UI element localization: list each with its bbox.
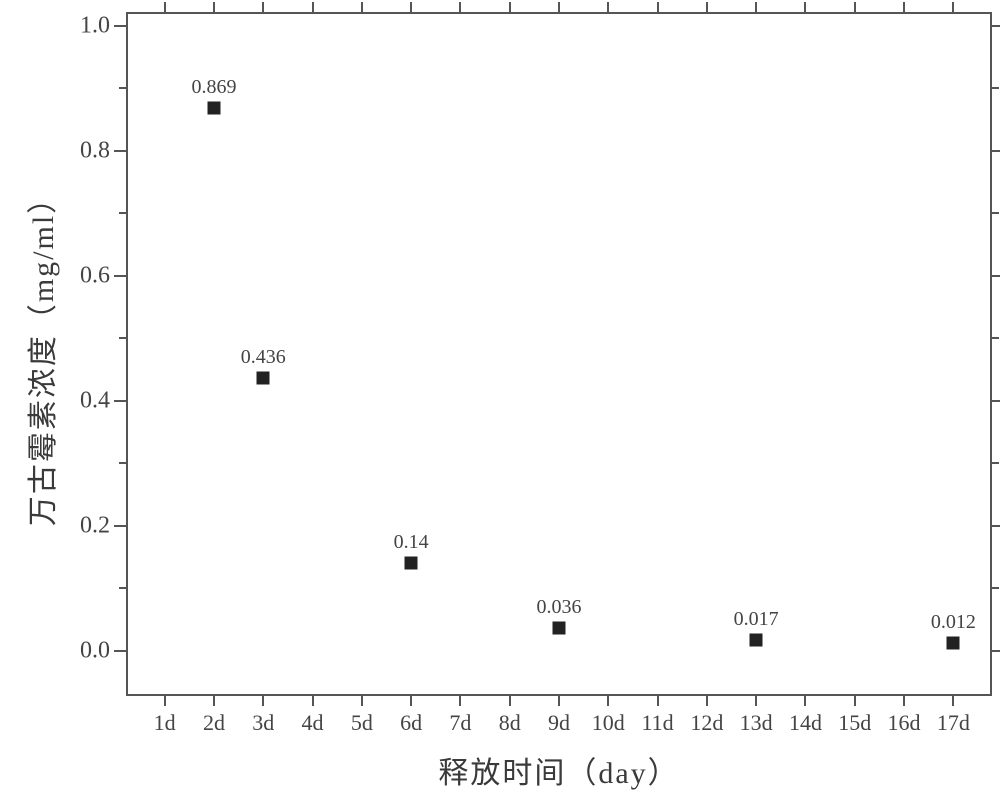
x-tick <box>903 696 905 706</box>
data-marker <box>947 637 960 650</box>
x-tick <box>952 696 954 706</box>
x-tick-label: 3d <box>252 710 274 736</box>
x-tick-label: 6d <box>400 710 422 736</box>
y-tick-minor-right <box>992 587 999 589</box>
x-tick <box>607 696 609 706</box>
x-tick <box>706 696 708 706</box>
y-tick-major <box>114 525 126 527</box>
x-tick-label: 17d <box>937 710 970 736</box>
data-label: 0.869 <box>191 76 236 99</box>
x-tick-label: 4d <box>302 710 324 736</box>
data-marker <box>257 372 270 385</box>
x-tick-label: 5d <box>351 710 373 736</box>
x-tick <box>558 696 560 706</box>
data-marker <box>750 634 763 647</box>
x-tick-top <box>558 2 560 12</box>
data-label: 0.436 <box>241 346 286 369</box>
x-axis-title: 释放时间（day） <box>438 748 679 792</box>
data-label: 0.017 <box>734 608 779 631</box>
x-tick-label: 1d <box>154 710 176 736</box>
data-marker <box>553 622 566 635</box>
x-tick <box>213 696 215 706</box>
y-tick-label: 0.2 <box>80 512 110 539</box>
data-marker <box>207 101 220 114</box>
x-tick <box>262 696 264 706</box>
x-tick <box>804 696 806 706</box>
y-tick-major <box>114 275 126 277</box>
x-tick-label: 14d <box>789 710 822 736</box>
y-tick-minor <box>119 587 126 589</box>
x-tick <box>164 696 166 706</box>
y-tick-minor-right <box>992 87 999 89</box>
x-tick-top <box>755 2 757 12</box>
data-label: 0.036 <box>537 596 582 619</box>
x-tick-label: 15d <box>838 710 871 736</box>
x-tick-top <box>657 2 659 12</box>
x-tick <box>509 696 511 706</box>
data-marker <box>405 557 418 570</box>
x-tick-label: 8d <box>499 710 521 736</box>
x-tick-top <box>706 2 708 12</box>
y-axis-title-text: 万古霉素浓度（mg/ml） <box>27 182 60 526</box>
x-tick-label: 2d <box>203 710 225 736</box>
x-tick-top <box>459 2 461 12</box>
x-tick <box>459 696 461 706</box>
y-tick-major <box>114 650 126 652</box>
y-tick-major-right <box>992 25 1000 27</box>
y-tick-minor <box>119 462 126 464</box>
data-label: 0.012 <box>931 611 976 634</box>
x-tick-label: 13d <box>740 710 773 736</box>
x-tick <box>854 696 856 706</box>
y-tick-major-right <box>992 525 1000 527</box>
y-tick-major <box>114 400 126 402</box>
y-tick-label: 0.4 <box>80 387 110 414</box>
chart-stage: 万古霉素浓度（mg/ml） 释放时间（day） 1d 2d 3d 4d 5d 6d 7d 8d… <box>0 0 1000 791</box>
x-tick <box>312 696 314 706</box>
y-tick-label: 0.8 <box>80 137 110 164</box>
x-tick <box>755 696 757 706</box>
x-tick-top <box>410 2 412 12</box>
x-tick-top <box>903 2 905 12</box>
y-tick-minor <box>119 87 126 89</box>
y-tick-major <box>114 150 126 152</box>
y-tick-major <box>114 25 126 27</box>
x-tick-top <box>952 2 954 12</box>
x-tick-label: 10d <box>592 710 625 736</box>
y-tick-major-right <box>992 650 1000 652</box>
y-axis-title: 万古霉素浓度（mg/ml） <box>18 182 62 526</box>
y-tick-minor-right <box>992 462 999 464</box>
x-tick-top <box>262 2 264 12</box>
y-tick-minor <box>119 337 126 339</box>
x-tick-top <box>509 2 511 12</box>
x-tick <box>361 696 363 706</box>
x-tick-top <box>607 2 609 12</box>
x-axis-title-text: 释放时间（day） <box>438 757 679 790</box>
x-tick-top <box>854 2 856 12</box>
y-tick-major-right <box>992 150 1000 152</box>
x-tick-top <box>213 2 215 12</box>
y-tick-minor-right <box>992 212 999 214</box>
x-tick-top <box>312 2 314 12</box>
y-tick-label: 0.0 <box>80 637 110 664</box>
x-tick-label: 7d <box>449 710 471 736</box>
x-tick <box>410 696 412 706</box>
x-tick-top <box>164 2 166 12</box>
y-tick-major-right <box>992 400 1000 402</box>
y-tick-minor-right <box>992 337 999 339</box>
x-tick-top <box>804 2 806 12</box>
x-tick-label: 11d <box>641 710 673 736</box>
y-tick-major-right <box>992 275 1000 277</box>
y-tick-label: 0.6 <box>80 262 110 289</box>
y-tick-minor <box>119 212 126 214</box>
y-tick-label: 1.0 <box>80 13 110 40</box>
x-tick-label: 16d <box>888 710 921 736</box>
x-tick <box>657 696 659 706</box>
x-tick-label: 9d <box>548 710 570 736</box>
x-tick-top <box>361 2 363 12</box>
data-label: 0.14 <box>394 531 429 554</box>
x-tick-label: 12d <box>690 710 723 736</box>
